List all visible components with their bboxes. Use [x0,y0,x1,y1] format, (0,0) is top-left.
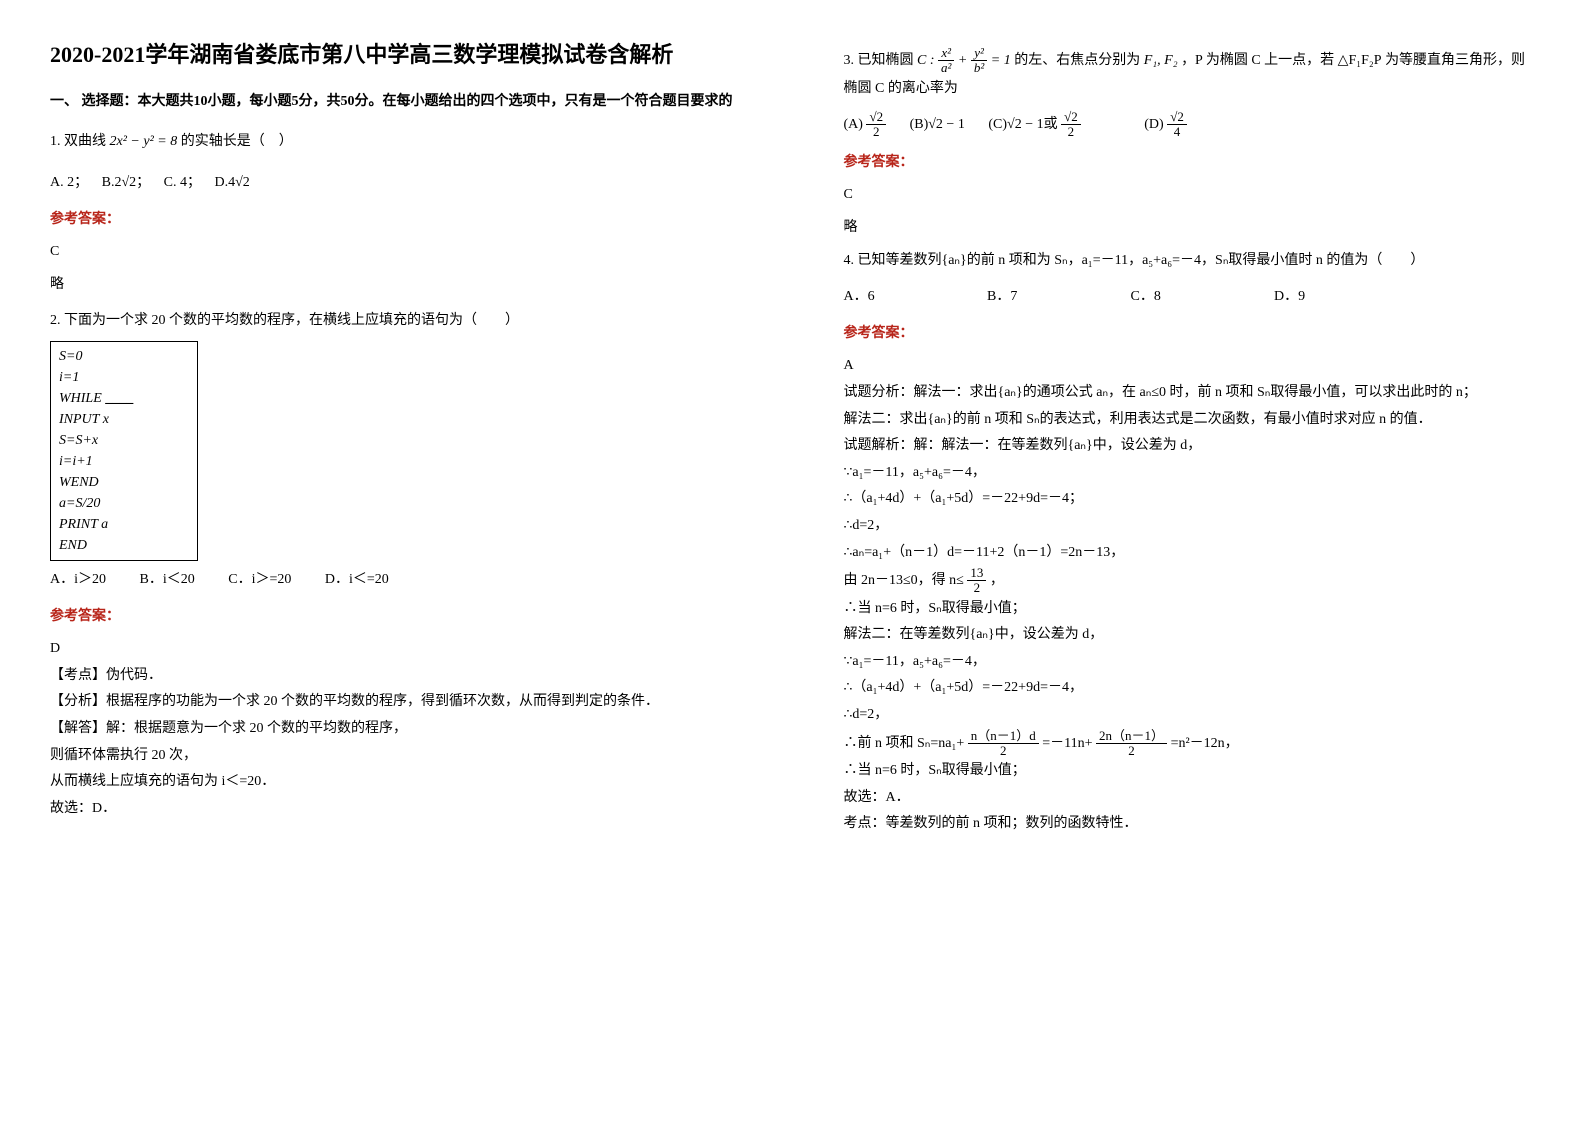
q2-opt-c: C．i＞=20 [228,567,291,594]
sol-line: ∴（a₁+4d）+（a₁+5d）=－22+9d=－4； [844,486,1538,513]
prog-line: a=S/20 [59,493,189,514]
answer-1-note: 略 [50,272,744,299]
sol-line: 试题解析：解：解法一：在等差数列{aₙ}中，设公差为 d， [844,433,1538,460]
q3-a: 3. 已知椭圆 [844,53,918,68]
q3-f: F₁, F₂ [1144,53,1178,68]
prog-line: WEND [59,472,189,493]
answer-3: C [844,182,1538,209]
right-column: 3. 已知椭圆 C : x²a² + y²b² = 1 的左、右焦点分别为 F₁… [794,0,1587,1122]
q1-equation: 2x² − y² = 8 [110,134,178,149]
sol-line: ∴当 n=6 时，Sₙ取得最小值； [844,596,1538,623]
q4-opt-c: C．8 [1131,284,1271,311]
sol-line: ∴当 n=6 时，Sₙ取得最小值； [844,758,1538,785]
prog-line: INPUT x [59,409,189,430]
sol-line: ∵a₁=－11，a₅+a₆=－4， [844,460,1538,487]
prog-line: S=S+x [59,430,189,451]
program-box: S=0 i=1 WHILE ____ INPUT x S=S+x i=i+1 W… [50,341,198,561]
ref-answer-2: 参考答案： [50,604,744,631]
ref-answer-4: 参考答案： [844,321,1538,348]
q4-options: A．6 B．7 C．8 D．9 [844,284,1538,311]
prog-line: i=1 [59,367,189,388]
section-a-header: 一、 选择题：本大题共10小题，每小题5分，共50分。在每小题给出的四个选项中，… [50,89,744,116]
sol-line: 解法二：求出{aₙ}的前 n 项和 Sₙ的表达式，利用表达式是二次函数，有最小值… [844,407,1538,434]
prog-line: S=0 [59,346,189,367]
q3-opt-c: (C) √2 − 1或 √22 [988,110,1080,140]
q2-jieda-c: 从而横线上应填充的语句为 i＜=20． [50,769,744,796]
q3-opt-d: (D) √24 [1144,110,1187,140]
q4-opt-d: D．9 [1274,284,1305,311]
answer-1: C [50,239,744,266]
ref-answer-1: 参考答案： [50,207,744,234]
q2-opt-d: D．i＜=20 [325,567,389,594]
left-column: 2020-2021学年湖南省娄底市第八中学高三数学理模拟试卷含解析 一、 选择题… [0,0,794,1122]
q1-opt-d: D. 4√2 [215,170,250,197]
sol-line: ∴d=2， [844,513,1538,540]
q2-jieda-a: 【解答】解：根据题意为一个求 20 个数的平均数的程序， [50,716,744,743]
sol-line: ∵a₁=－11，a₅+a₆=－4， [844,649,1538,676]
sol-line: 故选：A． [844,785,1538,812]
answer-2: D [50,636,744,663]
q2-options: A．i＞20 B．i＜20 C．i＞=20 D．i＜=20 [50,567,744,594]
sol-line: ∴aₙ=a₁+（n－1）d=－11+2（n－1）=2n－13， [844,540,1538,567]
sol-line: 由 2n－13≤0，得 n≤ 132 ， [844,566,1538,596]
answer-4: A [844,353,1538,380]
prog-line: WHILE ____ [59,388,189,409]
q1-options: A. 2； B. 2√2 ； C. 4； D. 4√2 [50,170,744,197]
sol-line: 试题分析：解法一：求出{aₙ}的通项公式 aₙ，在 aₙ≤0 时，前 n 项和 … [844,380,1538,407]
q2-kaodian: 【考点】伪代码． [50,663,744,690]
q1-stem-a: 1. 双曲线 [50,134,106,149]
prog-line: i=i+1 [59,451,189,472]
sol-line: ∴（a₁+4d）+（a₁+5d）=－22+9d=－4， [844,675,1538,702]
q3-tri: △F₁F₂P [1338,53,1382,68]
q1-opt-b: B. 2√2 ； [102,170,151,197]
q4-opt-b: B．7 [987,284,1127,311]
q4-opt-a: A．6 [844,284,984,311]
sol-line: ∴前 n 项和 Sₙ=na₁+ n（n－1）d2 =－11n+ 2n（n－1）2… [844,729,1538,759]
q3-opt-b: (B) √2 − 1 [910,112,965,139]
exam-title: 2020-2021学年湖南省娄底市第八中学高三数学理模拟试卷含解析 [50,40,744,71]
q1-stem-b: 的实轴长是（ ） [181,134,293,149]
q2-opt-a: A．i＞20 [50,567,106,594]
prog-line: END [59,535,189,556]
q2-jieda-d: 故选：D． [50,796,744,823]
sol-line: 解法二：在等差数列{aₙ}中，设公差为 d， [844,622,1538,649]
q3-b: 的左、右焦点分别为 [1014,53,1144,68]
q3-opt-a: (A) √22 [844,110,887,140]
q4-stem: 4. 已知等差数列{aₙ}的前 n 项和为 Sₙ，a₁=－11，a₅+a₆=－4… [844,248,1538,275]
prog-line: PRINT a [59,514,189,535]
q3-eq: C : x²a² + y²b² = 1 [917,46,1011,76]
ref-answer-3: 参考答案： [844,150,1538,177]
q1-opt-a: A. 2； [50,170,88,197]
q1-opt-c: C. 4； [164,170,201,197]
q3-c: ，P 为椭圆 C 上一点，若 [1181,53,1338,68]
q3-options: (A) √22 (B) √2 − 1 (C) √2 − 1或 √22 (D) √… [844,110,1538,140]
q2-opt-b: B．i＜20 [140,567,195,594]
q3: 3. 已知椭圆 C : x²a² + y²b² = 1 的左、右焦点分别为 F₁… [844,46,1538,102]
sol-line: ∴d=2， [844,702,1538,729]
sol-line: 考点：等差数列的前 n 项和；数列的函数特性． [844,811,1538,838]
q2-jieda-b: 则循环体需执行 20 次， [50,743,744,770]
answer-3-note: 略 [844,215,1538,242]
q2-fenxi: 【分析】根据程序的功能为一个求 20 个数的平均数的程序，得到循环次数，从而得到… [50,689,744,716]
q1: 1. 双曲线 2x² − y² = 8 的实轴长是（ ） [50,129,744,156]
q2-stem: 2. 下面为一个求 20 个数的平均数的程序，在横线上应填充的语句为（ ） [50,308,744,335]
